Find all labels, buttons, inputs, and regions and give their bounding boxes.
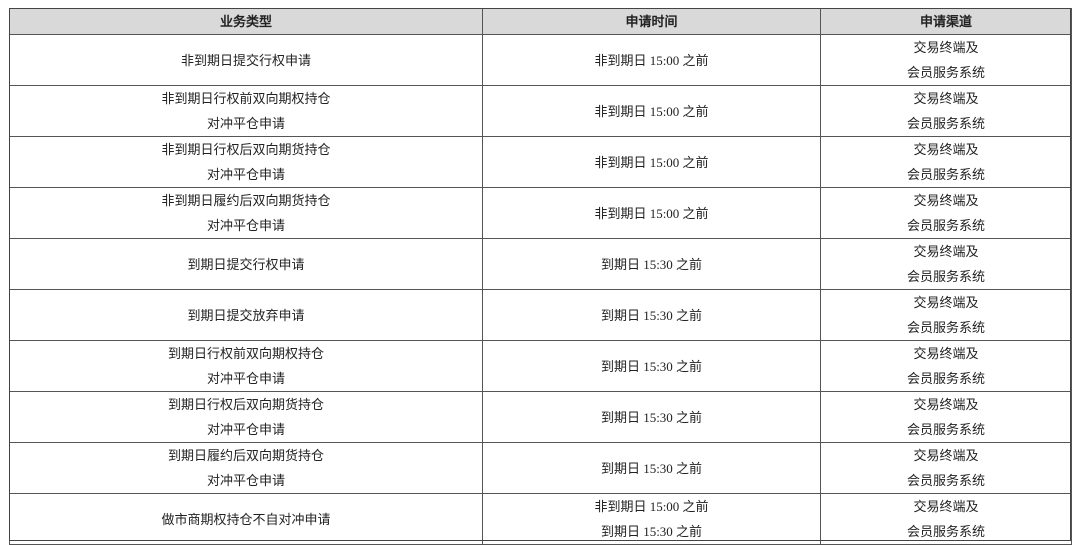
application-channel-cell: 交易终端及会员服务系统 — [820, 187, 1072, 239]
table-row: 到期日行权后双向期货持仓 对冲平仓申请 到期日 15:30 之前 交易终端及会员服务系… — [9, 391, 1072, 443]
business-type-cell: 非到期日行权后双向期货持仓 对冲平仓申请 — [9, 136, 483, 188]
cell-text: 非到期日 15:00 之前 — [594, 499, 709, 514]
cell-text: 到期日提交行权申请 — [187, 256, 305, 272]
business-type-cell: 非到期日履约后双向期货持仓 对冲平仓申请 — [9, 187, 483, 239]
cell-text: 会员服务系统 — [906, 167, 985, 182]
cell-text: 交易终端及 — [913, 499, 979, 514]
header-row: 业务类型 申请时间 申请渠道 — [9, 8, 1072, 35]
cell-text: 对冲平仓申请 — [206, 167, 285, 182]
cell-text: 交易终端及 — [913, 295, 979, 310]
application-time-cell: 非到期日 15:00 之前 — [482, 136, 821, 188]
header-application-time: 申请时间 — [482, 8, 821, 35]
application-time-cell: 到期日 15:30 之前 — [482, 391, 821, 443]
business-type-cell: 到期日履约后双向期货持仓 对冲平仓申请 — [9, 442, 483, 494]
cell-text: 交易终端及 — [913, 40, 979, 55]
application-time-cell: 到期日 15:30 之前 — [482, 289, 821, 341]
cell-text: 非到期日履约后双向期货持仓 — [161, 193, 331, 208]
table-row: 做市商期权持仓不自对冲申请 非到期日 15:00 之前 到期日 15:30 之前 交易… — [9, 493, 1072, 545]
application-time-cell: 非到期日 15:00 之前 — [482, 85, 821, 137]
application-channel-cell: 交易终端及会员服务系统 — [820, 493, 1072, 545]
application-channel-cell: 交易终端及会员服务系统 — [820, 238, 1072, 290]
cell-text: 到期日提交放弃申请 — [187, 307, 305, 323]
cell-text: 到期日 15:30 之前 — [600, 307, 703, 323]
table-row: 到期日提交行权申请 到期日 15:30 之前 交易终端及会员服务系统 — [9, 238, 1072, 290]
business-type-cell: 到期日提交放弃申请 — [9, 289, 483, 341]
cell-text: 到期日 15:30 之前 — [600, 409, 703, 425]
cell-text: 会员服务系统 — [906, 269, 985, 284]
application-channel-cell: 交易终端及会员服务系统 — [820, 442, 1072, 494]
application-time-cell: 到期日 15:30 之前 — [482, 238, 821, 290]
cell-text: 交易终端及 — [913, 244, 979, 259]
business-type-cell: 到期日行权后双向期货持仓 对冲平仓申请 — [9, 391, 483, 443]
cell-text: 交易终端及 — [913, 193, 979, 208]
application-channel-cell: 交易终端及会员服务系统 — [820, 136, 1072, 188]
cell-text: 交易终端及 — [913, 91, 979, 106]
application-channel-cell: 交易终端及会员服务系统 — [820, 34, 1072, 86]
cell-text: 做市商期权持仓不自对冲申请 — [161, 511, 331, 527]
cell-text: 非到期日行权前双向期权持仓 — [161, 91, 331, 106]
application-time-cell: 到期日 15:30 之前 — [482, 340, 821, 392]
application-channel-cell: 交易终端及会员服务系统 — [820, 391, 1072, 443]
application-time-cell: 非到期日 15:00 之前 — [482, 34, 821, 86]
table-row: 到期日行权前双向期权持仓 对冲平仓申请 到期日 15:30 之前 交易终端及会员服务系… — [9, 340, 1072, 392]
application-table: 业务类型 申请时间 申请渠道 非到期日提交行权申请 非到期日 15:00 之前 交易… — [9, 8, 1072, 545]
cell-text: 到期日 15:30 之前 — [600, 524, 703, 539]
header-business-type: 业务类型 — [9, 8, 483, 35]
cell-text: 到期日行权前双向期权持仓 — [167, 346, 324, 361]
cell-text: 对冲平仓申请 — [206, 116, 285, 131]
cell-text: 会员服务系统 — [906, 473, 985, 488]
cell-text: 交易终端及 — [913, 397, 979, 412]
header-application-channel: 申请渠道 — [820, 8, 1072, 35]
cell-text: 非到期日行权后双向期货持仓 — [161, 142, 331, 157]
application-time-cell: 非到期日 15:00 之前 — [482, 187, 821, 239]
cell-text: 会员服务系统 — [906, 371, 985, 386]
cell-text: 会员服务系统 — [906, 116, 985, 131]
cell-text: 会员服务系统 — [906, 422, 985, 437]
cell-text: 非到期日 15:00 之前 — [594, 205, 709, 221]
cell-text: 交易终端及 — [913, 346, 979, 361]
business-type-cell: 非到期日提交行权申请 — [9, 34, 483, 86]
cell-text: 对冲平仓申请 — [206, 371, 285, 386]
application-time-cell: 到期日 15:30 之前 — [482, 442, 821, 494]
cell-text: 会员服务系统 — [906, 524, 985, 539]
cell-text: 到期日 15:30 之前 — [600, 358, 703, 374]
table-row: 到期日履约后双向期货持仓 对冲平仓申请 到期日 15:30 之前 交易终端及会员服务系… — [9, 442, 1072, 494]
cell-text: 会员服务系统 — [906, 320, 985, 335]
application-channel-cell: 交易终端及会员服务系统 — [820, 289, 1072, 341]
cell-text: 交易终端及 — [913, 448, 979, 463]
table-row: 非到期日提交行权申请 非到期日 15:00 之前 交易终端及会员服务系统 — [9, 34, 1072, 86]
business-type-cell: 非到期日行权前双向期权持仓 对冲平仓申请 — [9, 85, 483, 137]
cell-text: 会员服务系统 — [906, 218, 985, 233]
cell-text: 对冲平仓申请 — [206, 218, 285, 233]
cell-text: 非到期日 15:00 之前 — [594, 52, 709, 68]
table-row: 非到期日履约后双向期货持仓 对冲平仓申请 非到期日 15:00 之前 交易终端及会员服… — [9, 187, 1072, 239]
cell-text: 到期日履约后双向期货持仓 — [167, 448, 324, 463]
cell-text: 对冲平仓申请 — [206, 422, 285, 437]
cell-text: 对冲平仓申请 — [206, 473, 285, 488]
application-channel-cell: 交易终端及会员服务系统 — [820, 85, 1072, 137]
cell-text: 到期日 15:30 之前 — [600, 256, 703, 272]
cell-text: 到期日行权后双向期货持仓 — [167, 397, 324, 412]
cell-text: 非到期日提交行权申请 — [180, 52, 311, 68]
table-row: 到期日提交放弃申请 到期日 15:30 之前 交易终端及会员服务系统 — [9, 289, 1072, 341]
cell-text: 非到期日 15:00 之前 — [594, 103, 709, 119]
table-row: 非到期日行权后双向期货持仓 对冲平仓申请 非到期日 15:00 之前 交易终端及会员服… — [9, 136, 1072, 188]
cell-text: 会员服务系统 — [906, 65, 985, 80]
table-row: 非到期日行权前双向期权持仓 对冲平仓申请 非到期日 15:00 之前 交易终端及会员服… — [9, 85, 1072, 137]
business-type-cell: 到期日行权前双向期权持仓 对冲平仓申请 — [9, 340, 483, 392]
application-channel-cell: 交易终端及会员服务系统 — [820, 340, 1072, 392]
business-type-cell: 做市商期权持仓不自对冲申请 — [9, 493, 483, 545]
cell-text: 非到期日 15:00 之前 — [594, 154, 709, 170]
application-time-cell: 非到期日 15:00 之前 到期日 15:30 之前 — [482, 493, 821, 545]
business-type-cell: 到期日提交行权申请 — [9, 238, 483, 290]
cell-text: 到期日 15:30 之前 — [600, 460, 703, 476]
cell-text: 交易终端及 — [913, 142, 979, 157]
